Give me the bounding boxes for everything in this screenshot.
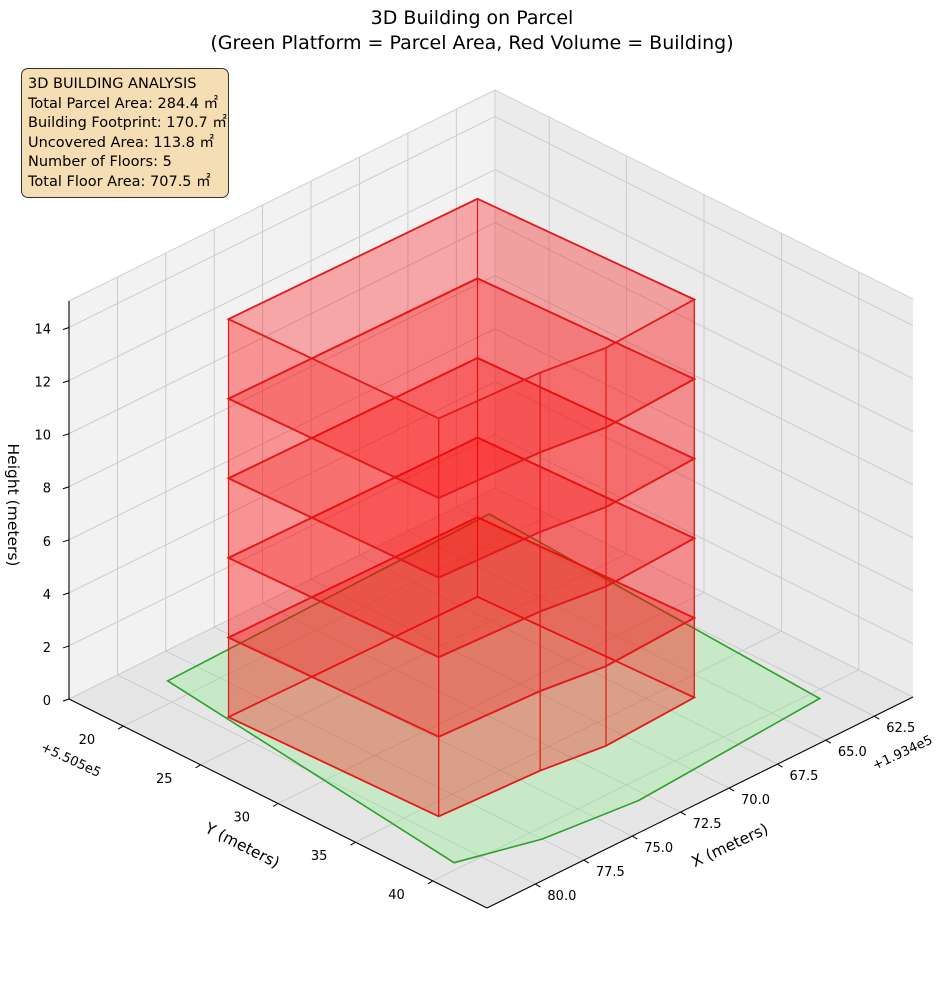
z-tick-label: 12 [34,376,51,391]
y-tick-mark [117,725,124,730]
y-axis-title: Y (meters) [201,819,282,872]
x-tick-label: 65.0 [838,745,867,760]
x-tick-label: 72.5 [693,817,722,832]
x-tick-mark [680,811,686,816]
analysis-box: 3D BUILDING ANALYSIS Total Parcel Area: … [21,68,229,198]
x-tick-mark [874,715,880,720]
chart-subtitle: (Green Platform = Parcel Area, Red Volum… [210,32,734,54]
x-tick-mark [825,739,832,744]
analysis-heading: 3D BUILDING ANALYSIS [28,76,197,92]
y-tick-label: 25 [156,772,173,787]
x-tick-mark [583,859,590,864]
z-tick-label: 8 [43,482,51,497]
floor-slab [226,277,697,499]
parcel-layer [166,513,822,864]
y-tick-label: 20 [79,733,96,748]
x-axis-line [486,696,914,909]
z-tick-mark [62,645,70,649]
y-tick-label: 40 [388,888,405,903]
z-tick-label: 2 [43,641,51,656]
parcel-platform [166,513,822,864]
x-tick-mark [535,883,541,888]
y-tick-mark [272,803,279,807]
y-tick-label: 30 [233,811,250,826]
floor-slab [226,357,697,579]
y-tick-mark [350,841,356,846]
z-tick-mark [62,539,70,543]
z-tick-label: 6 [43,535,51,550]
x-tick-mark [728,787,735,792]
floor-slab [226,595,697,818]
z-tick-label: 4 [43,588,51,603]
x-tick-mark [777,763,783,768]
z-tick-mark [62,486,70,490]
building-floor [226,436,697,738]
x-tick-label: 75.0 [644,841,673,856]
z-tick-mark [62,592,70,596]
analysis-line: Building Footprint: 170.7 ㎡ [28,115,227,131]
chart-title: 3D Building on Parcel [370,7,574,29]
x-tick-label: 62.5 [886,721,915,736]
z-tick-mark [62,327,70,331]
z-tick-label: 0 [43,694,51,709]
analysis-line: Uncovered Area: 113.8 ㎡ [28,134,215,151]
x-tick-label: 67.5 [789,769,818,784]
z-tick-label: 10 [34,429,51,444]
grid-lines [68,89,914,885]
z-tick-mark [62,698,70,702]
z-tick-mark [62,433,70,437]
building-floor [226,197,697,499]
analysis-line: Total Floor Area: 707.5 ㎡ [28,173,211,190]
building-layer [226,197,697,818]
x-tick-label: 80.0 [547,889,576,904]
z-tick-label: 14 [34,323,51,338]
z-axis-title: Height (meters) [4,444,22,567]
floor-top [226,197,697,420]
x-tick-label: 70.0 [741,793,770,808]
y-tick-mark [427,880,434,885]
x-offset-label: +1.934e5 [870,733,935,774]
x-tick-mark [631,835,638,840]
floor-slab [226,516,697,738]
analysis-line: Number of Floors: 5 [28,154,172,170]
y-tick-label: 35 [311,849,328,864]
z-tick-mark [62,380,70,384]
analysis-line: Total Parcel Area: 284.4 ㎡ [28,95,219,112]
y-tick-mark [195,764,201,769]
x-tick-label: 77.5 [596,865,625,880]
floor-slab [226,436,697,659]
